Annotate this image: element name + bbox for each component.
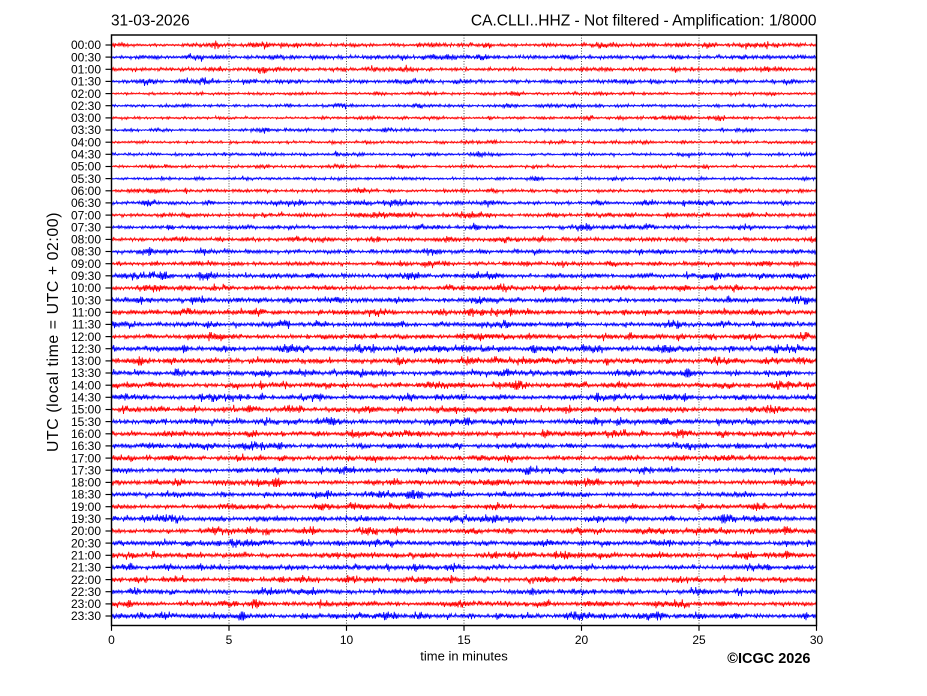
svg-text:14:30: 14:30	[71, 391, 101, 405]
svg-text:08:00: 08:00	[71, 233, 101, 247]
svg-text:12:30: 12:30	[71, 342, 101, 356]
svg-text:07:30: 07:30	[71, 220, 101, 234]
svg-text:03:00: 03:00	[71, 111, 101, 125]
svg-text:08:30: 08:30	[71, 245, 101, 259]
svg-text:01:30: 01:30	[71, 75, 101, 89]
svg-text:time in minutes: time in minutes	[420, 649, 508, 664]
svg-text:11:30: 11:30	[72, 318, 101, 332]
svg-text:UTC (local time = UTC + 02:00): UTC (local time = UTC + 02:00)	[45, 212, 62, 452]
svg-text:20: 20	[575, 633, 589, 647]
svg-text:21:30: 21:30	[71, 561, 101, 575]
svg-text:02:00: 02:00	[71, 87, 101, 101]
svg-text:15:00: 15:00	[71, 403, 101, 417]
svg-text:10:30: 10:30	[71, 293, 101, 307]
svg-text:16:00: 16:00	[71, 427, 101, 441]
svg-text:06:00: 06:00	[71, 184, 101, 198]
svg-text:05:30: 05:30	[71, 172, 101, 186]
svg-text:18:00: 18:00	[71, 476, 101, 490]
svg-text:16:30: 16:30	[71, 439, 101, 453]
svg-text:10:00: 10:00	[71, 281, 101, 295]
svg-text:01:00: 01:00	[71, 63, 101, 77]
svg-text:13:00: 13:00	[71, 354, 101, 368]
svg-text:06:30: 06:30	[71, 196, 101, 210]
svg-text:15:30: 15:30	[71, 415, 101, 429]
svg-text:09:00: 09:00	[71, 257, 101, 271]
svg-text:23:30: 23:30	[71, 609, 101, 623]
svg-text:07:00: 07:00	[71, 208, 101, 222]
svg-text:17:30: 17:30	[71, 463, 101, 477]
svg-text:©ICGC 2026: ©ICGC 2026	[727, 651, 810, 667]
svg-text:0: 0	[108, 633, 115, 647]
svg-text:13:30: 13:30	[71, 366, 101, 380]
svg-text:10: 10	[340, 633, 354, 647]
svg-text:03:30: 03:30	[71, 123, 101, 137]
svg-text:12:00: 12:00	[71, 330, 101, 344]
svg-text:22:30: 22:30	[71, 585, 101, 599]
svg-text:00:00: 00:00	[71, 38, 101, 52]
svg-text:18:30: 18:30	[71, 488, 101, 502]
svg-text:09:30: 09:30	[71, 269, 101, 283]
svg-text:19:30: 19:30	[71, 512, 101, 526]
svg-text:21:00: 21:00	[71, 549, 101, 563]
svg-text:04:00: 04:00	[71, 135, 101, 149]
svg-text:20:30: 20:30	[71, 536, 101, 550]
svg-text:31-03-2026: 31-03-2026	[111, 13, 190, 30]
svg-text:11:00: 11:00	[72, 306, 101, 320]
svg-text:25: 25	[692, 633, 706, 647]
svg-text:00:30: 00:30	[71, 50, 101, 64]
svg-text:5: 5	[226, 633, 233, 647]
svg-text:17:00: 17:00	[71, 451, 101, 465]
svg-text:05:00: 05:00	[71, 160, 101, 174]
svg-text:CA.CLLI..HHZ - Not filtered -: CA.CLLI..HHZ - Not filtered - Amplificat…	[471, 13, 817, 30]
svg-text:15: 15	[457, 633, 471, 647]
svg-text:30: 30	[810, 633, 824, 647]
svg-text:04:30: 04:30	[71, 148, 101, 162]
svg-text:20:00: 20:00	[71, 524, 101, 538]
svg-text:23:00: 23:00	[71, 597, 101, 611]
svg-text:14:00: 14:00	[71, 378, 101, 392]
svg-text:19:00: 19:00	[71, 500, 101, 514]
svg-text:02:30: 02:30	[71, 99, 101, 113]
svg-text:22:00: 22:00	[71, 573, 101, 587]
